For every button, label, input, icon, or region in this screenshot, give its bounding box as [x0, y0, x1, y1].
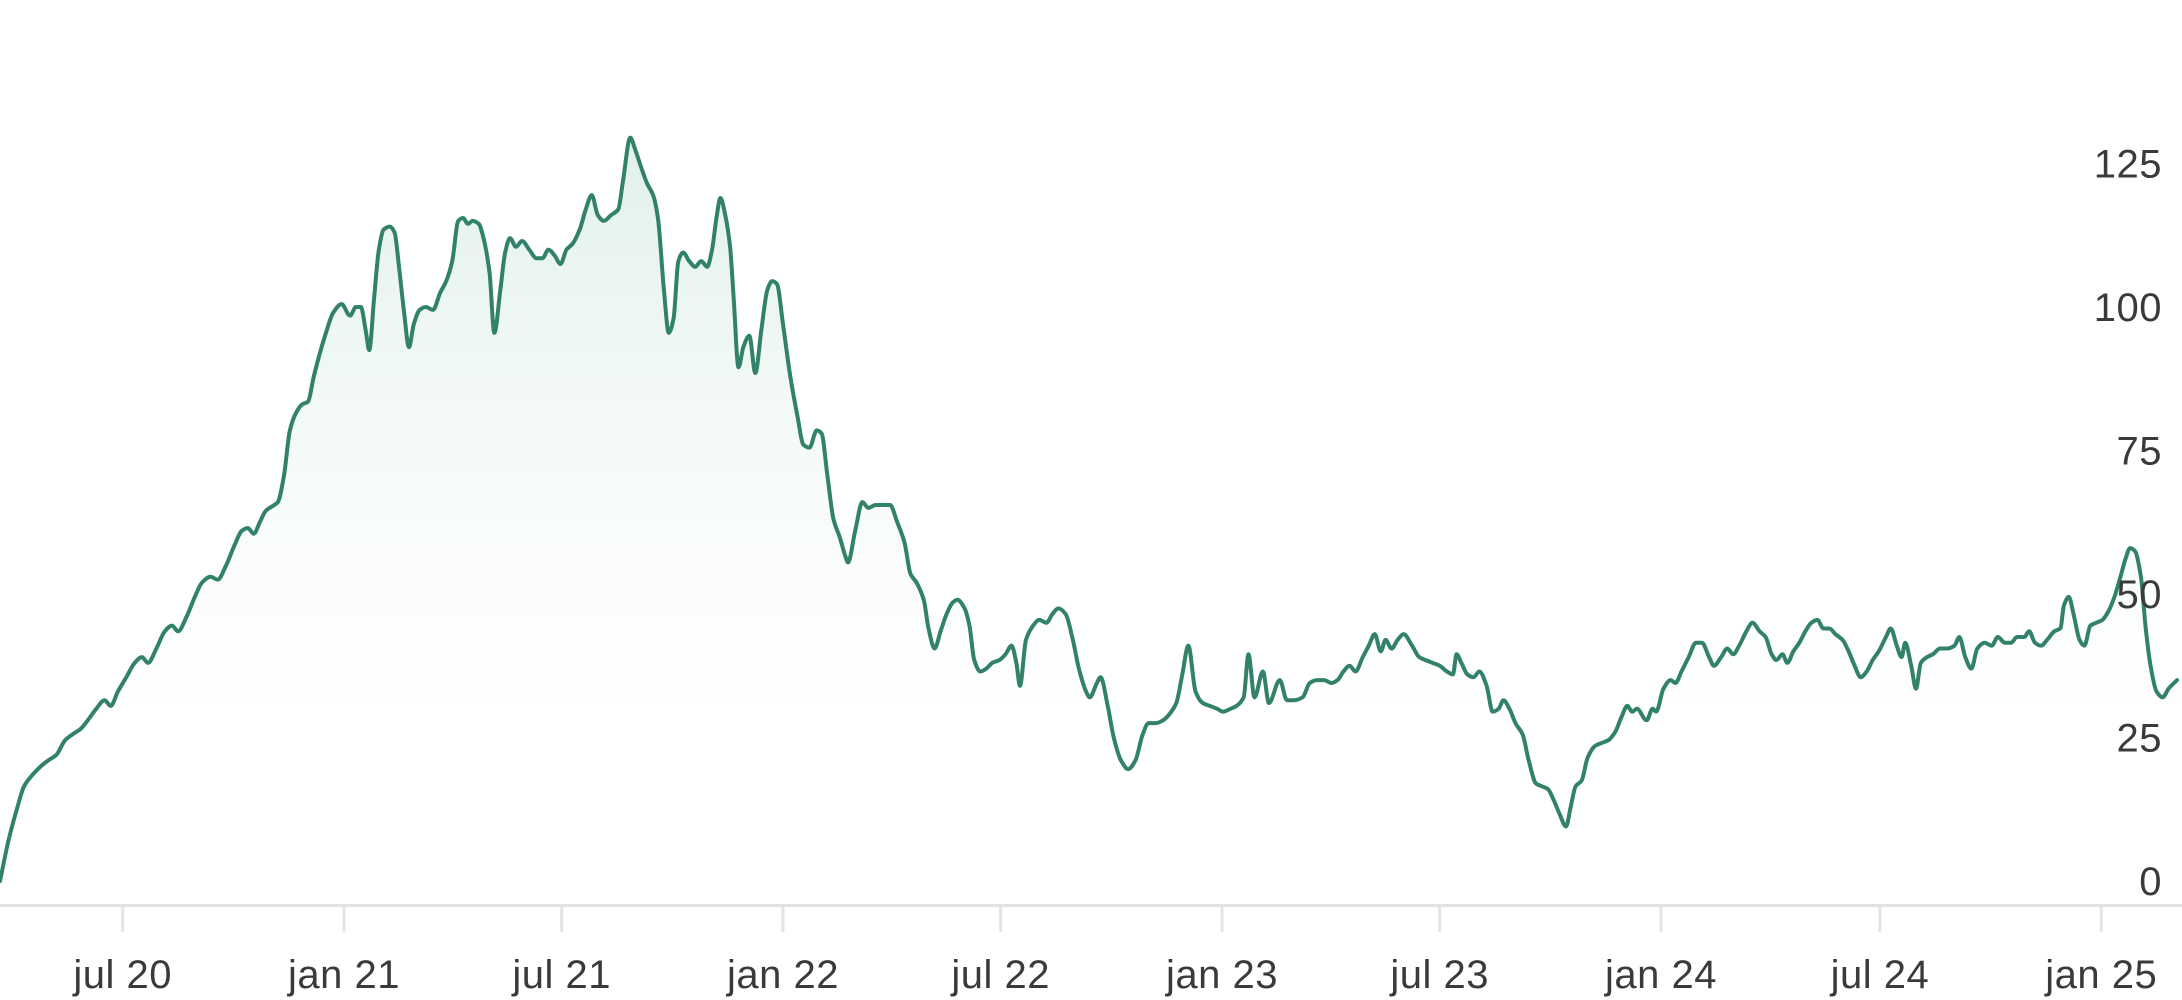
x-tick-label: jan 23: [1165, 953, 1278, 997]
x-tick-label: jan 21: [287, 953, 400, 997]
x-tick-label: jul 20: [72, 953, 172, 997]
y-tick-label: 0: [2139, 860, 2162, 904]
y-tick-label: 125: [2094, 143, 2162, 187]
y-tick-label: 25: [2117, 717, 2163, 761]
x-tick-label: jul 22: [950, 953, 1050, 997]
y-tick-label: 50: [2117, 573, 2163, 617]
y-tick-label: 100: [2094, 286, 2162, 330]
area-fill: [0, 137, 2177, 906]
x-tick-label: jul 23: [1389, 953, 1489, 997]
price-line: [0, 135, 2179, 883]
x-tick-label: jul 21: [511, 953, 611, 997]
x-tick-label: jan 24: [1604, 953, 1717, 997]
x-tick-label: jan 22: [726, 953, 839, 997]
x-tick-label: jan 25: [2044, 953, 2157, 997]
y-tick-label: 75: [2117, 430, 2163, 474]
x-tick-label: jul 24: [1830, 953, 1930, 997]
